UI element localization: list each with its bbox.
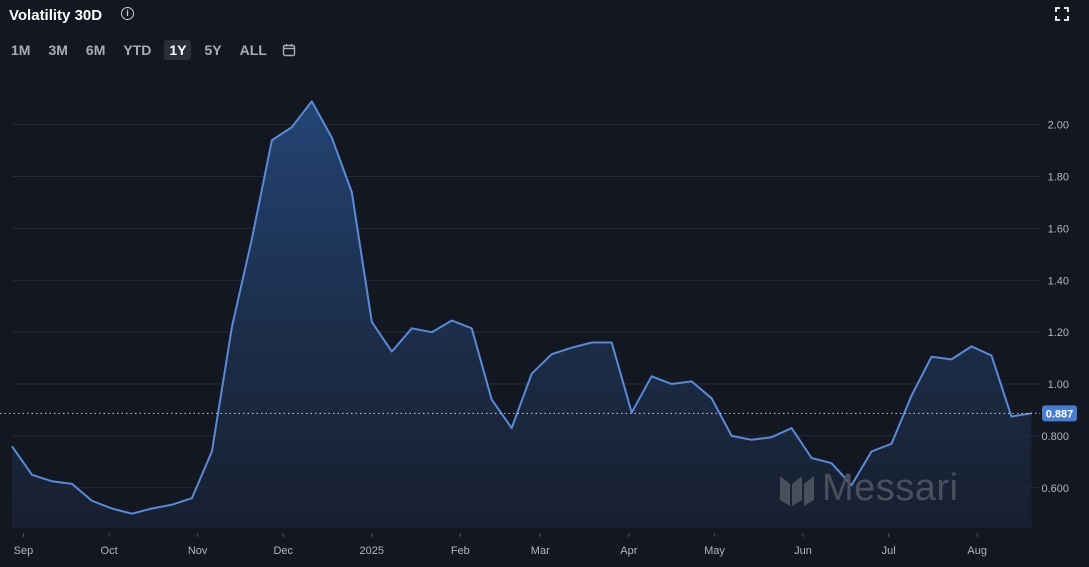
volatility-line: [11, 100, 1032, 515]
y-tick-label: 1.20: [1048, 327, 1069, 339]
y-tick-label: 1.00: [1048, 379, 1069, 391]
x-tick-label: May: [704, 545, 725, 557]
y-tick-label: 0.600: [1041, 483, 1069, 495]
info-icon[interactable]: i: [121, 7, 134, 20]
x-tick-label: Feb: [451, 545, 470, 557]
volatility-area-fill: [12, 101, 1032, 529]
watermark-text: Messari: [822, 467, 959, 509]
expand-icon[interactable]: [1055, 7, 1069, 21]
range-1m-button[interactable]: 1M: [11, 42, 31, 58]
y-tick-label: 1.40: [1048, 275, 1069, 287]
messari-watermark: Messari: [778, 467, 959, 510]
x-tick-label: Nov: [188, 545, 208, 557]
x-tick-label: Oct: [101, 545, 118, 557]
x-tick-label: Apr: [620, 545, 637, 557]
range-ytd-button[interactable]: YTD: [123, 42, 152, 58]
last-value-label: 0.887: [1046, 408, 1074, 420]
range-all-button[interactable]: ALL: [239, 42, 267, 58]
y-axis-ticks: 2.00 1.80 1.60 1.40 1.20 1.00 0.800 0.600: [1041, 120, 1069, 495]
range-3m-button[interactable]: 3M: [48, 42, 68, 58]
y-tick-label: 1.80: [1048, 172, 1069, 184]
y-tick-label: 0.800: [1041, 431, 1069, 443]
x-tick-label: Dec: [273, 545, 293, 557]
x-tick-label: 2025: [360, 545, 384, 557]
range-5y-button[interactable]: 5Y: [204, 42, 222, 58]
y-tick-label: 2.00: [1048, 120, 1069, 132]
calendar-icon[interactable]: [282, 43, 296, 57]
messari-logo-icon: [780, 475, 814, 506]
last-value-badge: 0.887: [1042, 405, 1077, 422]
x-tick-label: Aug: [967, 545, 987, 557]
range-6m-button[interactable]: 6M: [85, 42, 106, 58]
x-tick-label: Sep: [14, 545, 34, 557]
x-tick-label: Mar: [531, 545, 550, 557]
x-tick-label: Jul: [882, 545, 896, 557]
x-axis-ticks: Sep Oct Nov Dec 2025 Feb Mar Apr May Jun Jul Aug: [14, 533, 987, 557]
range-selector: 1M 3M 6M YTD 1Y 5Y ALL: [6, 40, 296, 60]
y-tick-label: 1.60: [1048, 223, 1069, 235]
page-title: Volatility 30D: [9, 7, 103, 24]
x-tick-label: Jun: [794, 545, 812, 557]
range-1y-button[interactable]: 1Y: [164, 40, 192, 60]
